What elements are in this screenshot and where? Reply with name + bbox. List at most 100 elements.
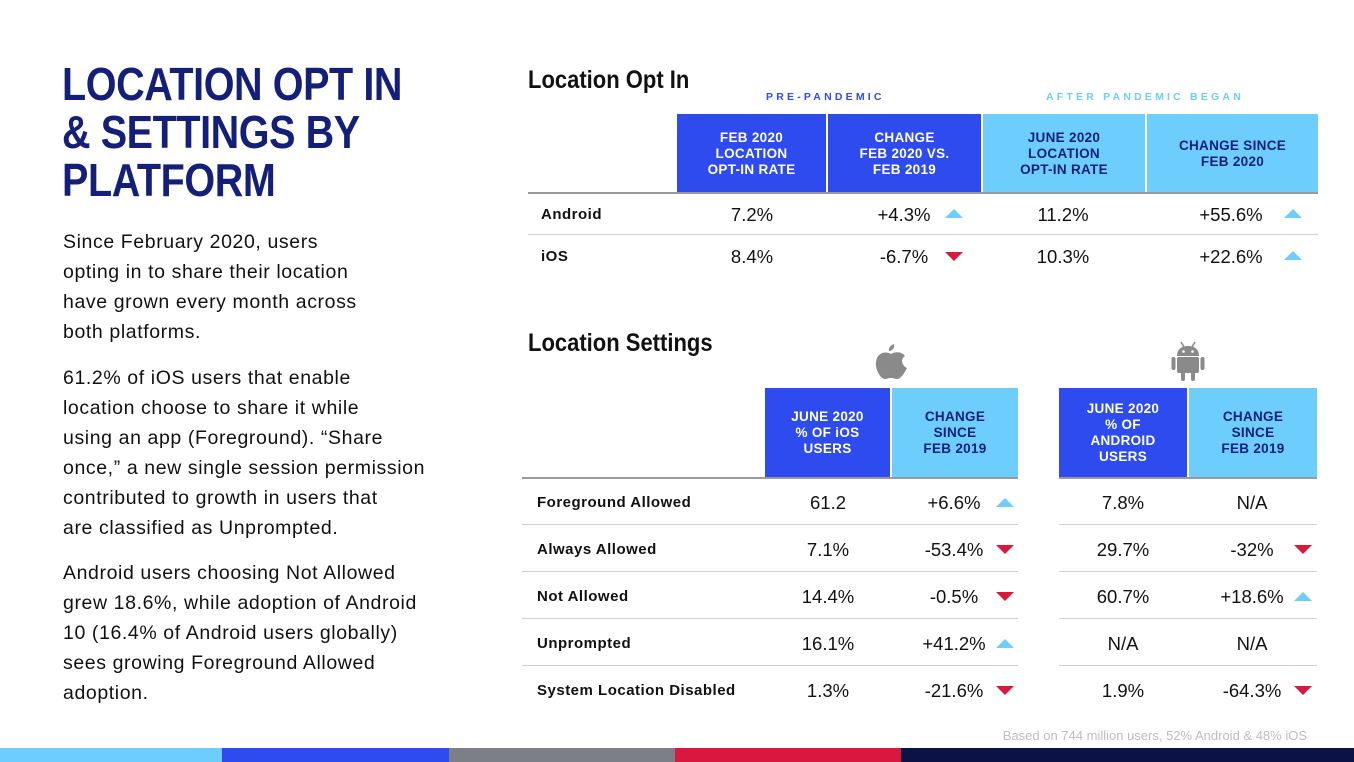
paragraph-line: contributed to growth in users that xyxy=(63,487,378,509)
arrow-down-icon xyxy=(996,592,1014,601)
paragraph-line: using an app (Foreground). “Share xyxy=(63,427,384,449)
header-change-feb2020-vs-feb2019: CHANGE FEB 2020 VS. FEB 2019 xyxy=(828,114,981,193)
paragraph-line: sees growing Foreground Allowed xyxy=(63,652,376,674)
arrow-up-icon xyxy=(996,639,1014,648)
paragraph-android-not-allowed: Android users choosing Not Allowed grew … xyxy=(63,558,483,708)
arrow-down-icon xyxy=(945,252,963,261)
row-divider xyxy=(528,234,1318,235)
paragraph-line: grew 18.6%, while adoption of Android xyxy=(63,592,417,614)
row-divider xyxy=(522,571,1018,572)
value-ios-pct: 1.3% xyxy=(806,680,850,701)
arrow-down-icon xyxy=(996,545,1014,554)
value-ios-feb-rate: 8.4% xyxy=(730,246,774,267)
value-ios-pct: 16.1% xyxy=(801,633,855,654)
row-divider xyxy=(1059,665,1317,666)
value-ios-change-since: +22.6% xyxy=(1199,246,1263,267)
footer-bar-segment xyxy=(0,748,222,762)
row-label-system-location-disabled: System Location Disabled xyxy=(537,682,736,699)
value-android-pct: 60.7% xyxy=(1096,586,1150,607)
value-ios-pct: 7.1% xyxy=(806,539,850,560)
header-change-since-feb2020: CHANGE SINCE FEB 2020 xyxy=(1147,114,1318,193)
header-android-change-since-feb2019: CHANGE SINCE FEB 2019 xyxy=(1189,388,1317,478)
value-android-change: N/A xyxy=(1236,492,1268,513)
footer-bar-segment xyxy=(449,748,675,762)
arrow-down-icon xyxy=(1294,686,1312,695)
opt-in-section-title: Location Opt In xyxy=(528,66,690,94)
row-divider xyxy=(522,618,1018,619)
footer-bar-segment xyxy=(222,748,449,762)
arrow-up-icon xyxy=(1294,592,1312,601)
header-june2020-optin-rate: JUNE 2020 LOCATION OPT-IN RATE xyxy=(983,114,1145,193)
footnote: Based on 744 million users, 52% Android … xyxy=(1002,728,1307,743)
value-ios-change: +41.2% xyxy=(922,633,986,654)
arrow-down-icon xyxy=(996,686,1014,695)
value-android-change: -32% xyxy=(1230,539,1274,560)
value-ios-change: -53.4% xyxy=(924,539,984,560)
settings-ios-header-divider xyxy=(522,477,1018,479)
row-divider xyxy=(1059,524,1317,525)
value-android-pct: 29.7% xyxy=(1096,539,1150,560)
paragraph-opt-in-growth: Since February 2020, users opting in to … xyxy=(63,227,483,347)
row-label-foreground-allowed: Foreground Allowed xyxy=(537,494,692,511)
row-label-not-allowed: Not Allowed xyxy=(537,588,629,605)
apple-logo-icon xyxy=(875,344,907,379)
header-june2020-pct-ios: JUNE 2020 % OF iOS USERS xyxy=(765,388,890,478)
row-label-always-allowed: Always Allowed xyxy=(537,541,657,558)
value-android-feb-rate: 7.2% xyxy=(730,204,774,225)
page-title-line: PLATFORM xyxy=(62,154,276,206)
value-ios-pct: 14.4% xyxy=(801,586,855,607)
header-june2020-pct-android: JUNE 2020 % OF ANDROID USERS xyxy=(1059,388,1187,478)
footer-bar-segment xyxy=(675,748,901,762)
arrow-up-icon xyxy=(945,209,963,218)
opt-in-header-divider xyxy=(528,192,1318,194)
pre-pandemic-label: PRE-PANDEMIC xyxy=(766,91,885,103)
paragraph-line: both platforms. xyxy=(63,321,201,343)
row-label-ios: iOS xyxy=(541,248,569,265)
page-title: LOCATION OPT IN & SETTINGS BY PLATFORM xyxy=(62,60,423,204)
page-title-line: & SETTINGS BY xyxy=(62,106,360,158)
value-android-pct: 1.9% xyxy=(1101,680,1145,701)
value-android-pct: N/A xyxy=(1107,633,1139,654)
value-ios-pct: 61.2 xyxy=(809,492,847,513)
paragraph-line: Android users choosing Not Allowed xyxy=(63,562,396,584)
paragraph-line: adoption. xyxy=(63,682,149,704)
row-divider xyxy=(1059,571,1317,572)
row-label-android: Android xyxy=(541,206,602,223)
paragraph-line: have grown every month across xyxy=(63,291,357,313)
arrow-up-icon xyxy=(996,498,1014,507)
android-robot-icon xyxy=(1171,341,1205,381)
value-android-change-since: +55.6% xyxy=(1199,204,1263,225)
value-ios-change: -0.5% xyxy=(929,586,979,607)
value-android-june-rate: 11.2% xyxy=(1037,204,1089,225)
paragraph-line: 10 (16.4% of Android users globally) xyxy=(63,622,398,644)
paragraph-ios-foreground: 61.2% of iOS users that enable location … xyxy=(63,363,483,543)
value-android-change: +18.6% xyxy=(1220,586,1284,607)
page-title-line: LOCATION OPT IN xyxy=(62,58,403,110)
header-ios-change-since-feb2019: CHANGE SINCE FEB 2019 xyxy=(892,388,1018,478)
value-ios-change: -21.6% xyxy=(924,680,984,701)
value-ios-june-rate: 10.3% xyxy=(1036,246,1090,267)
row-divider xyxy=(522,524,1018,525)
header-feb2020-optin-rate: FEB 2020 LOCATION OPT-IN RATE xyxy=(677,114,826,193)
paragraph-line: 61.2% of iOS users that enable xyxy=(63,367,351,389)
row-divider xyxy=(522,665,1018,666)
value-android-change: -64.3% xyxy=(1222,680,1282,701)
row-divider xyxy=(1059,618,1317,619)
value-ios-feb-change: -6.7% xyxy=(879,246,929,267)
arrow-up-icon xyxy=(1284,251,1302,260)
value-ios-change: +6.6% xyxy=(927,492,981,513)
paragraph-line: opting in to share their location xyxy=(63,261,349,283)
row-label-unprompted: Unprompted xyxy=(537,635,632,652)
settings-android-header-divider xyxy=(1059,477,1317,479)
footer-bar-segment xyxy=(901,748,1354,762)
paragraph-line: location choose to share it while xyxy=(63,397,360,419)
value-android-pct: 7.8% xyxy=(1101,492,1145,513)
value-android-change: N/A xyxy=(1236,633,1268,654)
arrow-down-icon xyxy=(1294,545,1312,554)
value-android-feb-change: +4.3% xyxy=(877,204,931,225)
settings-section-title: Location Settings xyxy=(528,329,713,357)
paragraph-line: Since February 2020, users xyxy=(63,231,319,253)
paragraph-line: are classified as Unprompted. xyxy=(63,517,339,539)
after-pandemic-label: AFTER PANDEMIC BEGAN xyxy=(1046,91,1244,103)
paragraph-line: once,” a new single session permission xyxy=(63,457,426,479)
